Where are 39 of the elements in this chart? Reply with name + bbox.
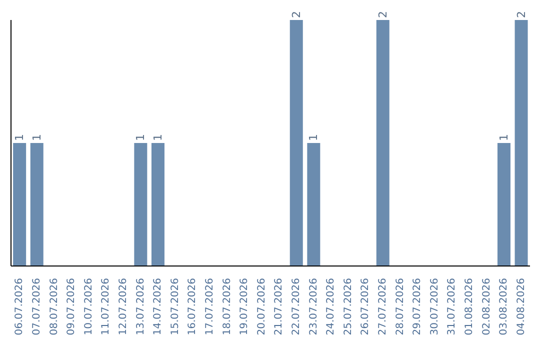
data-label: 1 (30, 134, 44, 141)
x-tick-label: 27.07.2026 (377, 278, 388, 336)
x-tick-label: 12.07.2026 (118, 278, 129, 336)
x-tick-label: 01.08.2026 (464, 278, 475, 336)
data-label: 1 (134, 134, 148, 141)
x-tick-label: 20.07.2026 (256, 278, 268, 336)
x-tick-label: 31.07.2026 (446, 278, 458, 336)
x-tick-label: 25.07.2026 (342, 278, 354, 336)
x-tick-label: 26.07.2026 (360, 278, 372, 336)
data-label: 2 (376, 11, 390, 18)
x-tick-label: 04.08.2026 (516, 278, 527, 336)
x-tick-label: 22.07.2026 (290, 278, 302, 336)
x-tick-label: 11.07.2026 (100, 278, 112, 336)
x-tick-label: 28.07.2026 (394, 278, 406, 336)
x-tick-label: 02.08.2026 (481, 278, 492, 336)
x-tick-label: 17.07.2026 (204, 278, 216, 336)
data-label: 1 (13, 134, 26, 141)
data-label: 2 (290, 11, 303, 18)
x-tick-label: 10.07.2026 (83, 278, 94, 336)
x-tick-label: 21.07.2026 (274, 278, 285, 336)
x-tick-label: 08.07.2026 (48, 278, 60, 336)
x-tick-label: 29.07.2026 (412, 278, 424, 336)
x-tick-label: 16.07.2026 (187, 278, 198, 336)
data-label: 1 (307, 134, 320, 141)
x-tick-label: 06.07.2026 (14, 278, 26, 336)
x-tick-label: 07.07.2026 (31, 278, 42, 336)
x-tick-label: 23.07.2026 (308, 278, 320, 336)
x-tick-label: 03.08.2026 (498, 278, 510, 336)
x-tick-label: 18.07.2026 (222, 278, 233, 336)
x-tick-label: 15.07.2026 (170, 278, 181, 336)
x-tick-label: 30.07.2026 (429, 278, 440, 336)
x-tick-label: 09.07.2026 (66, 278, 78, 336)
x-tick-label: 13.07.2026 (135, 278, 146, 336)
data-label: 1 (497, 134, 510, 141)
x-tick-label: 24.07.2026 (326, 278, 337, 336)
data-label: 2 (514, 11, 528, 18)
data-label: 1 (151, 134, 164, 141)
x-tick-label: 14.07.2026 (152, 278, 164, 336)
x-tick-label: 19.07.2026 (239, 278, 250, 336)
